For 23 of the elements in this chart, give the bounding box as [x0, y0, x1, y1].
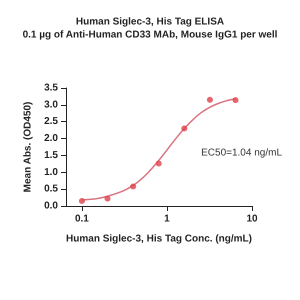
- point: [232, 97, 239, 104]
- point: [104, 196, 111, 202]
- y-tick-label: 3.5: [44, 82, 58, 94]
- y-tick-label: 0.0: [44, 200, 58, 212]
- y-tick-label: 2.5: [44, 116, 58, 128]
- point: [130, 183, 136, 190]
- y-axis-title: Mean Abs. (OD450): [22, 102, 34, 192]
- y-tick-label: 1.0: [44, 166, 58, 178]
- x-axis-title: Human Siglec-3, His Tag Conc. (ng/mL): [66, 234, 252, 244]
- point: [78, 198, 85, 204]
- chart-subtitle: 0.1 µg of Anti-Human CD33 MAb, Mouse IgG1 per well: [22, 30, 278, 40]
- x-tick-label: 10: [246, 214, 258, 224]
- point: [181, 125, 188, 132]
- point: [206, 96, 213, 103]
- y-tick-label: 1.5: [44, 150, 58, 161]
- y-tick-label: 3.0: [44, 99, 58, 110]
- point: [156, 160, 162, 167]
- y-tick-label: 2.0: [44, 133, 58, 144]
- x-tick-label: 0.1: [74, 214, 90, 224]
- chart-title: Human Siglec-3, His Tag ELISA: [76, 16, 224, 28]
- annotation: EC50=1.04 ng/mL: [201, 148, 282, 158]
- x-tick-label: 1: [164, 214, 170, 224]
- y-tick-label: 0.5: [44, 184, 58, 195]
